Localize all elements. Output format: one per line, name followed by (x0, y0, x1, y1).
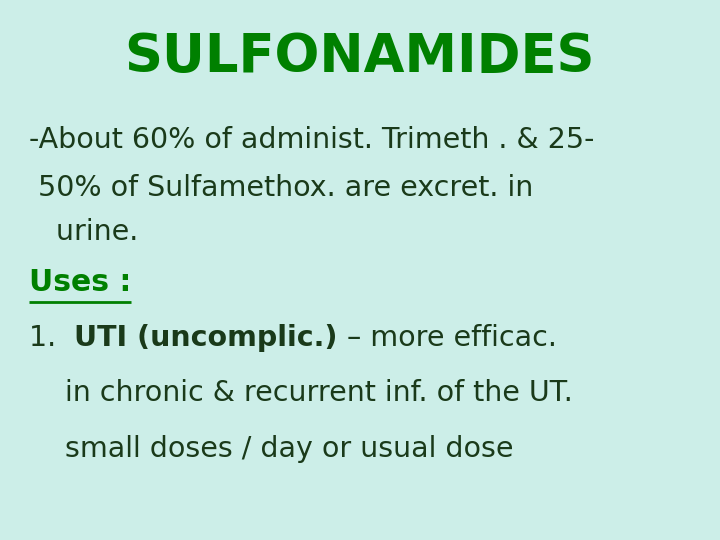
Text: 1.: 1. (29, 323, 74, 352)
Text: – more efficac.: – more efficac. (338, 323, 557, 352)
Text: urine.: urine. (29, 218, 138, 246)
Text: in chronic & recurrent inf. of the UT.: in chronic & recurrent inf. of the UT. (29, 379, 572, 407)
Text: SULFONAMIDES: SULFONAMIDES (125, 31, 595, 83)
Text: Uses :: Uses : (29, 268, 131, 298)
Text: -About 60% of administ. Trimeth . & 25-: -About 60% of administ. Trimeth . & 25- (29, 126, 594, 154)
Text: UTI (uncomplic.): UTI (uncomplic.) (74, 323, 338, 352)
Text: 50% of Sulfamethox. are excret. in: 50% of Sulfamethox. are excret. in (29, 174, 533, 202)
Text: small doses / day or usual dose: small doses / day or usual dose (29, 435, 513, 463)
